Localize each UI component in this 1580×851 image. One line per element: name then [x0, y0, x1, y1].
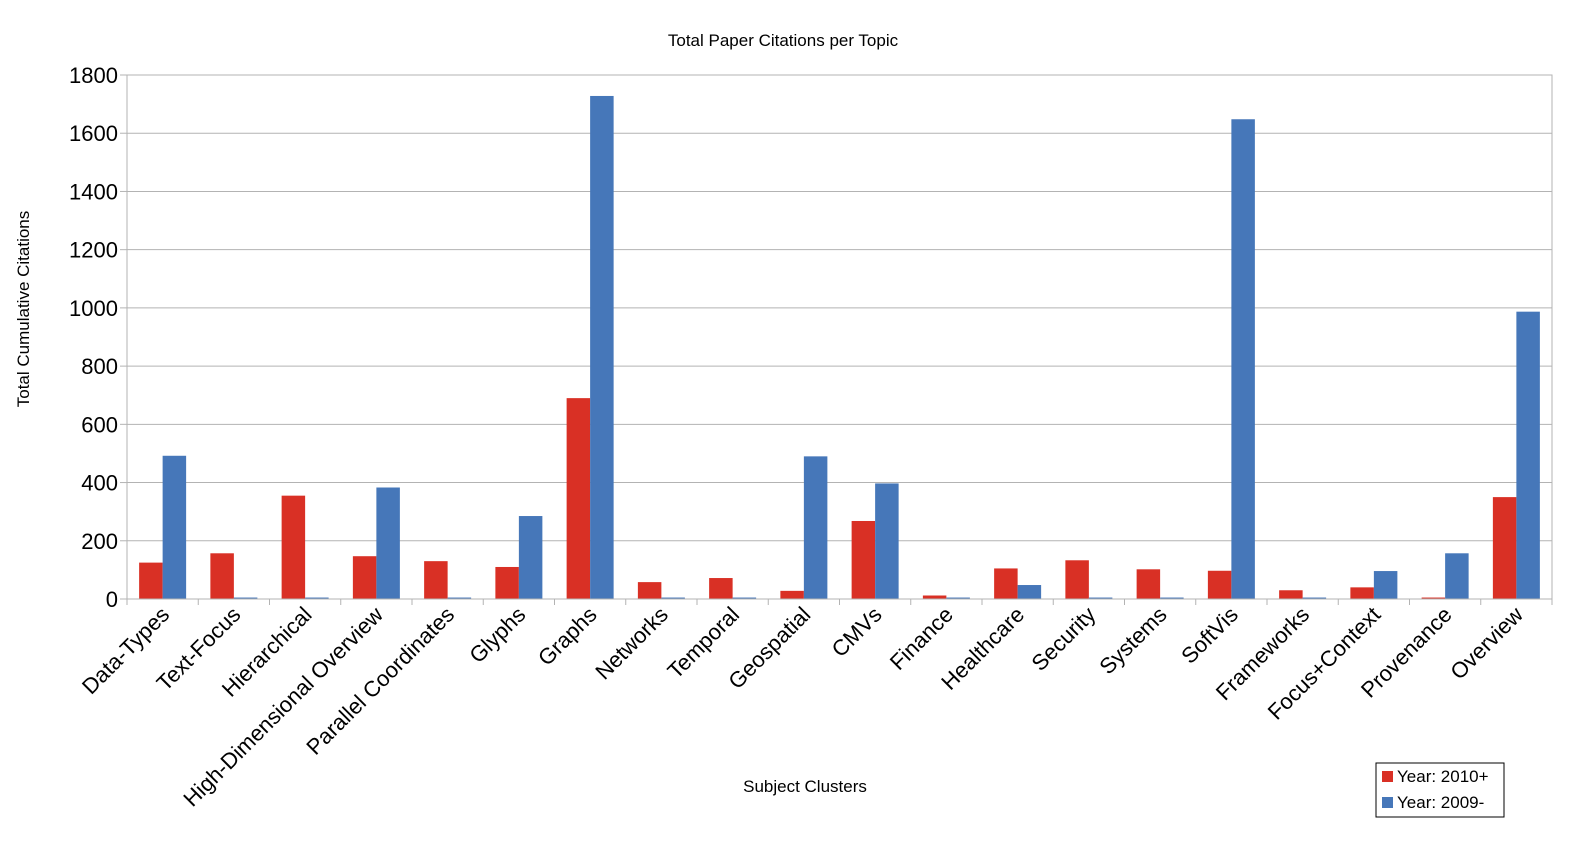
- x-tick-label: Graphs: [533, 602, 602, 671]
- bar: [1373, 571, 1398, 599]
- bar: [1207, 570, 1232, 599]
- bar: [495, 566, 519, 599]
- legend-swatch-2009: [1382, 797, 1393, 808]
- x-tick-label: CMVs: [827, 602, 887, 662]
- bar: [233, 597, 258, 599]
- y-tick-label: 0: [106, 587, 118, 612]
- y-axis-label: Total Cumulative Citations: [14, 211, 33, 408]
- bar: [162, 455, 187, 599]
- x-tick-label: Systems: [1094, 602, 1171, 679]
- bar: [637, 582, 662, 599]
- bar: [709, 578, 733, 599]
- bar: [1065, 560, 1089, 599]
- y-tick-labels: 0 200 400 600 800 1000 1200 1400 1600 1800: [69, 63, 118, 612]
- bar: [1231, 119, 1255, 599]
- bar: [1492, 497, 1517, 599]
- chart-title: Total Paper Citations per Topic: [668, 31, 899, 50]
- bar: [424, 561, 448, 599]
- y-tick-label: 800: [81, 354, 118, 379]
- y-tick-label: 200: [81, 529, 118, 554]
- bar: [305, 597, 329, 599]
- bar: [1516, 311, 1540, 599]
- bar: [851, 520, 876, 599]
- bar: [447, 597, 472, 599]
- y-tick-label: 400: [81, 471, 118, 496]
- legend-box: [1375, 762, 1505, 818]
- bar: [946, 597, 970, 599]
- bar: [1136, 569, 1161, 599]
- bar: [376, 487, 400, 599]
- y-tick-label: 1000: [69, 296, 118, 321]
- bar: [1088, 597, 1113, 599]
- bar: [1421, 597, 1446, 599]
- legend-swatch-2010: [1382, 771, 1393, 782]
- legend: Year: 2010+ Year: 2009-: [1375, 762, 1505, 818]
- x-tick-label: SoftVis: [1176, 602, 1243, 669]
- bar: [875, 483, 899, 599]
- y-tick-label: 1800: [69, 63, 118, 88]
- x-tick-label: Finance: [885, 602, 958, 675]
- y-tick-label: 1400: [69, 179, 118, 204]
- x-tick-label: Glyphs: [464, 602, 530, 668]
- bar: [732, 597, 757, 599]
- legend-label-2010: Year: 2010+: [1397, 767, 1489, 786]
- bar: [1279, 590, 1303, 599]
- bar: [1302, 597, 1327, 599]
- bar: [803, 456, 828, 599]
- x-tick-label: Security: [1027, 602, 1101, 676]
- bar: [994, 568, 1018, 599]
- bar: [1445, 553, 1469, 599]
- y-tick-label: 600: [81, 412, 118, 437]
- bar: [780, 590, 804, 599]
- plot-frame: [126, 74, 1553, 600]
- bar: [518, 516, 543, 599]
- bar: [1350, 587, 1374, 599]
- bar: [1160, 597, 1184, 599]
- bar: [661, 597, 685, 599]
- bar: [281, 495, 306, 599]
- bars: [139, 95, 1540, 600]
- x-tick-label: Overview: [1445, 602, 1528, 685]
- legend-label-2009: Year: 2009-: [1397, 793, 1484, 812]
- x-tick-label: Networks: [590, 602, 673, 685]
- bar: [590, 95, 614, 600]
- bar: [139, 562, 163, 599]
- bar: [922, 595, 947, 599]
- bar: [352, 556, 377, 599]
- y-tick-label: 1600: [69, 121, 118, 146]
- axes: [126, 74, 1553, 605]
- y-tick-label: 1200: [69, 238, 118, 263]
- bar: [1017, 585, 1042, 599]
- bar: [210, 553, 234, 599]
- x-axis-label: Subject Clusters: [743, 777, 867, 796]
- gridlines: [120, 74, 1552, 600]
- bar: [566, 398, 591, 599]
